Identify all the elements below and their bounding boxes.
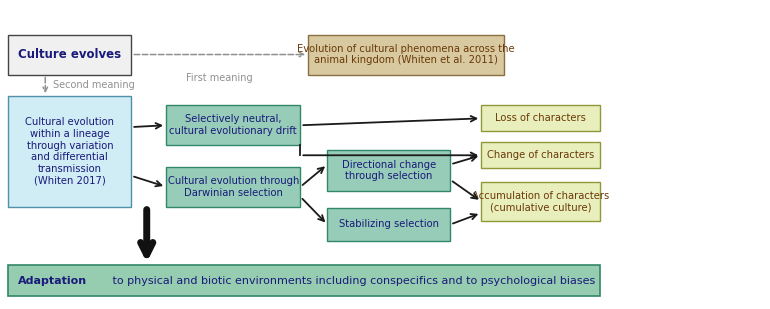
FancyBboxPatch shape xyxy=(481,105,600,131)
Text: Second meaning: Second meaning xyxy=(53,80,135,90)
Text: Selectively neutral,
cultural evolutionary drift: Selectively neutral, cultural evolutiona… xyxy=(169,114,297,136)
FancyBboxPatch shape xyxy=(166,167,300,207)
FancyBboxPatch shape xyxy=(8,265,600,296)
Text: Evolution of cultural phenomena across the
animal kingdom (Whiten et al. 2011): Evolution of cultural phenomena across t… xyxy=(297,44,515,65)
Text: Loss of characters: Loss of characters xyxy=(495,113,586,123)
Text: Change of characters: Change of characters xyxy=(487,150,594,160)
FancyBboxPatch shape xyxy=(481,182,600,221)
FancyBboxPatch shape xyxy=(8,35,132,74)
Text: to physical and biotic environments including conspecifics and to psychological : to physical and biotic environments incl… xyxy=(109,276,595,286)
Text: Stabilizing selection: Stabilizing selection xyxy=(339,219,439,230)
Text: Directional change
through selection: Directional change through selection xyxy=(342,160,436,181)
Text: Accumulation of characters
(cumulative culture): Accumulation of characters (cumulative c… xyxy=(472,191,609,212)
FancyBboxPatch shape xyxy=(308,35,504,74)
FancyBboxPatch shape xyxy=(166,105,300,145)
Text: Cultural evolution
within a lineage
through variation
and differential
transmiss: Cultural evolution within a lineage thro… xyxy=(25,117,115,185)
Text: Adaptation: Adaptation xyxy=(18,276,88,286)
FancyBboxPatch shape xyxy=(8,96,132,207)
FancyBboxPatch shape xyxy=(327,150,450,191)
Text: Culture evolves: Culture evolves xyxy=(18,48,122,61)
FancyBboxPatch shape xyxy=(327,208,450,241)
Text: First meaning: First meaning xyxy=(186,73,253,83)
Text: Cultural evolution through
Darwinian selection: Cultural evolution through Darwinian sel… xyxy=(168,176,299,197)
FancyBboxPatch shape xyxy=(481,142,600,168)
